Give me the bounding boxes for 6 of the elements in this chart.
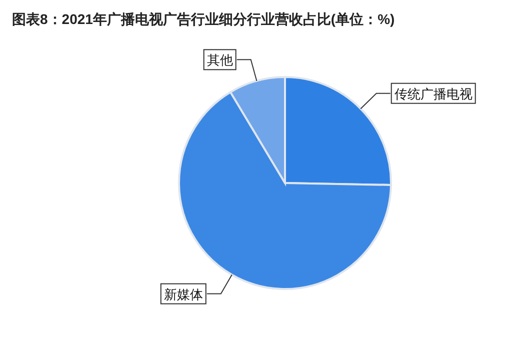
slice-label: 其他 bbox=[206, 52, 233, 68]
chart-title: 图表8：2021年广播电视广告行业细分行业营收占比(单位：%) bbox=[12, 11, 395, 27]
slice-label: 新媒体 bbox=[164, 286, 203, 302]
pie-slice bbox=[229, 76, 286, 184]
slice-label: 传统广播电视 bbox=[394, 86, 472, 102]
pie-slice bbox=[284, 76, 392, 186]
